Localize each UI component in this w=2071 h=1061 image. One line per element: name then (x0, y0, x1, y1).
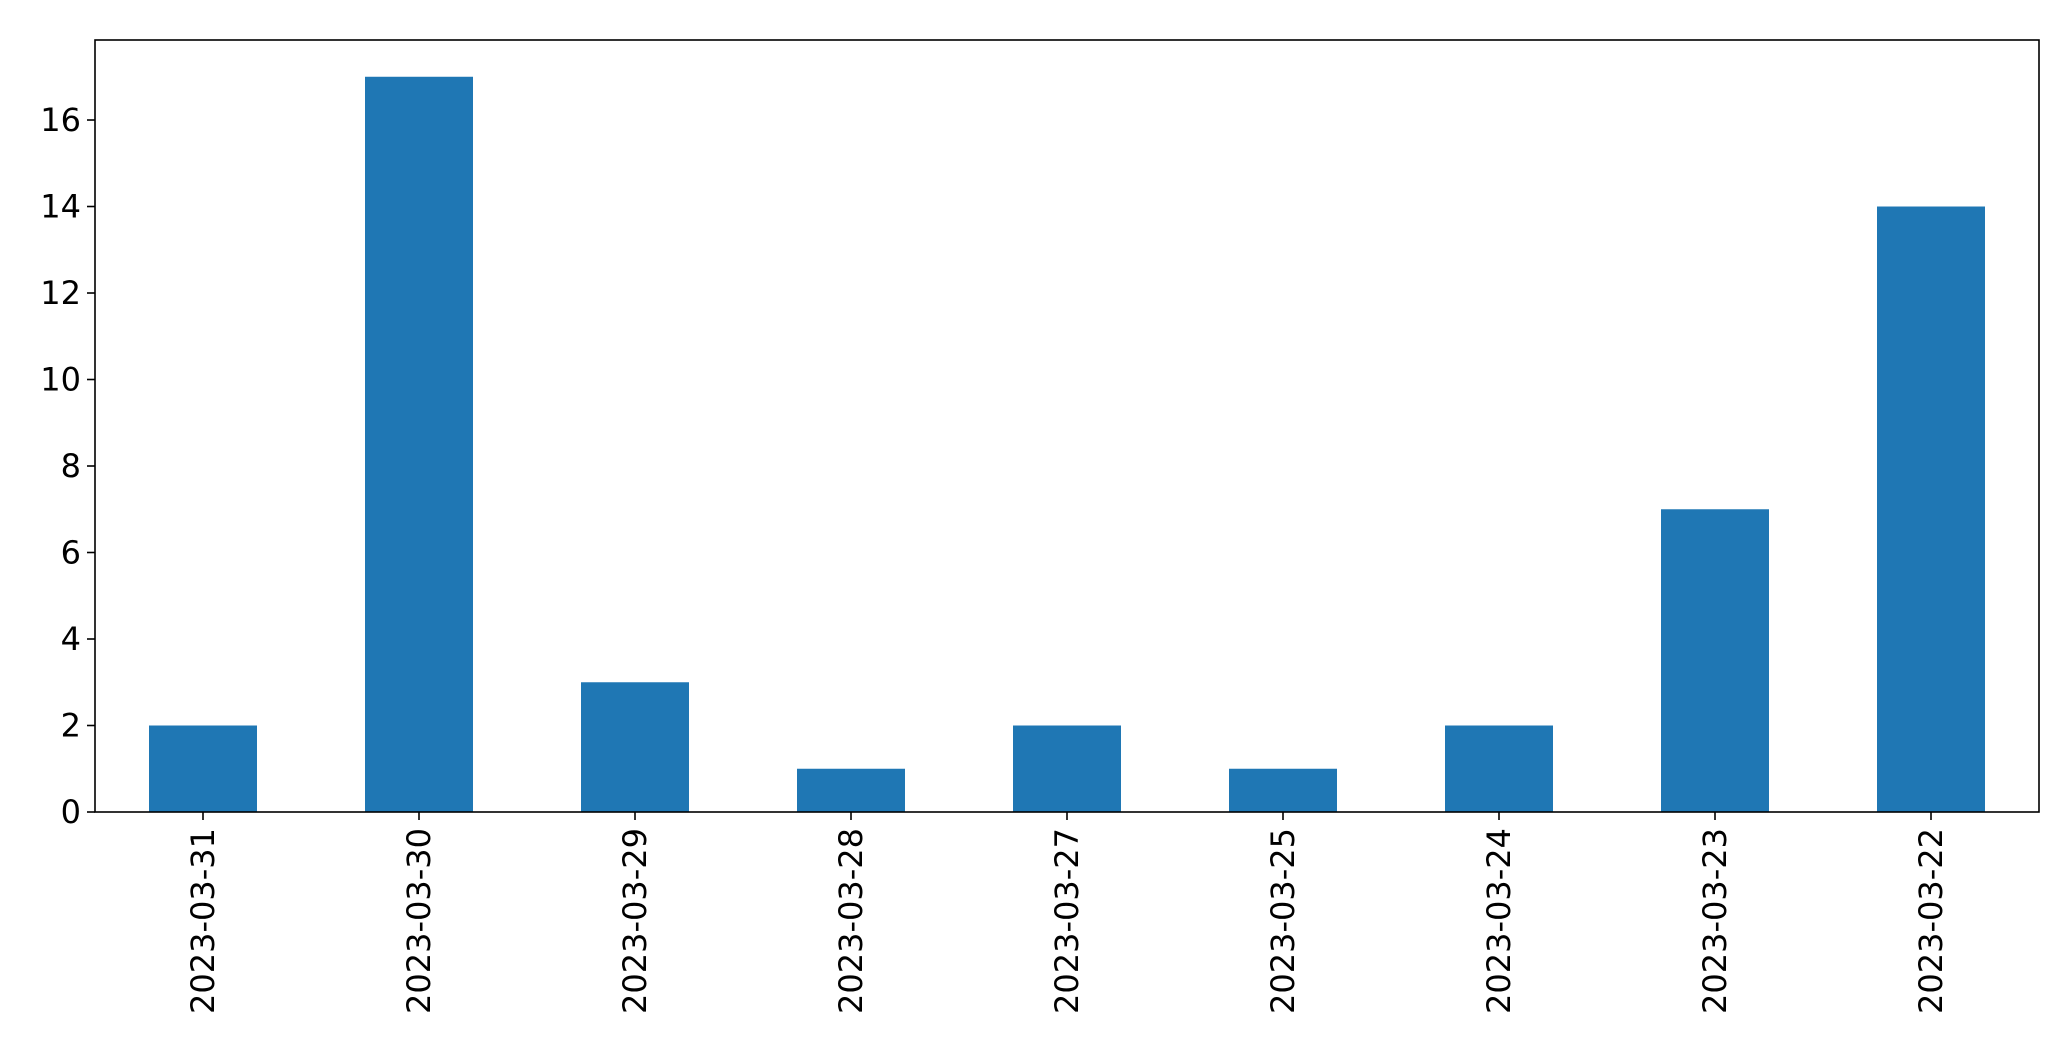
bar-2023-03-27 (1013, 725, 1121, 812)
x-tick-label: 2023-03-30 (400, 828, 438, 1014)
y-tick-label: 16 (40, 101, 81, 139)
bar-2023-03-28 (797, 768, 905, 812)
bar-2023-03-29 (581, 682, 689, 812)
y-tick-label: 12 (40, 274, 81, 312)
x-tick-label: 2023-03-24 (1480, 828, 1518, 1014)
bars-group (149, 76, 1985, 812)
x-tick-label: 2023-03-31 (184, 828, 222, 1014)
bar-2023-03-30 (365, 76, 473, 812)
y-tick-label: 2 (61, 707, 81, 745)
y-tick-label: 6 (61, 534, 81, 572)
bar-2023-03-31 (149, 725, 257, 812)
bar-2023-03-22 (1877, 206, 1985, 812)
y-axis: 0 2 4 6 8 10 12 14 16 (40, 101, 95, 831)
x-tick-label: 2023-03-22 (1912, 828, 1950, 1014)
bar-2023-03-23 (1661, 509, 1769, 812)
y-tick-label: 14 (40, 188, 81, 226)
x-tick-label: 2023-03-28 (832, 828, 870, 1014)
y-tick-label: 10 (40, 361, 81, 399)
x-axis: 2023-03-31 2023-03-30 2023-03-29 2023-03-28… (184, 812, 1950, 1014)
bar-2023-03-25 (1229, 768, 1337, 812)
plot-frame (94, 39, 2040, 813)
x-tick-label: 2023-03-29 (616, 828, 654, 1014)
y-tick-label: 4 (61, 620, 81, 658)
x-tick-label: 2023-03-23 (1696, 828, 1734, 1014)
bar-2023-03-24 (1445, 725, 1553, 812)
y-tick-label: 0 (61, 793, 81, 831)
y-tick-label: 8 (61, 447, 81, 485)
x-tick-label: 2023-03-25 (1264, 828, 1302, 1014)
x-tick-label: 2023-03-27 (1048, 828, 1086, 1014)
